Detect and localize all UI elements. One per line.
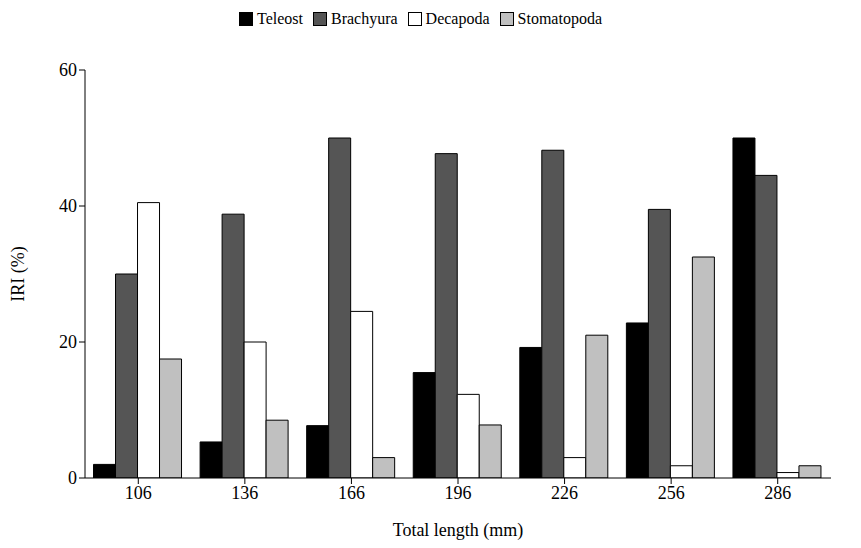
svg-text:IRI (%): IRI (%) xyxy=(8,246,29,301)
svg-text:286: 286 xyxy=(764,483,791,503)
svg-text:60: 60 xyxy=(59,60,77,80)
svg-text:196: 196 xyxy=(445,483,472,503)
html-text:Teleost: Teleost xyxy=(257,10,303,27)
svg-text:226: 226 xyxy=(551,483,578,503)
svg-text:0: 0 xyxy=(68,468,77,488)
svg-text:166: 166 xyxy=(338,483,365,503)
svg-text:136: 136 xyxy=(231,483,258,503)
svg-text:256: 256 xyxy=(658,483,685,503)
html-text:Brachyura: Brachyura xyxy=(331,10,398,27)
svg-text:106: 106 xyxy=(125,483,152,503)
html-text:Decapoda: Decapoda xyxy=(425,10,490,27)
svg-text:Total length (mm): Total length (mm) xyxy=(393,520,524,541)
svg-text:40: 40 xyxy=(59,196,77,216)
svg-text:20: 20 xyxy=(59,332,77,352)
html-text:Stomatopoda: Stomatopoda xyxy=(517,10,602,27)
